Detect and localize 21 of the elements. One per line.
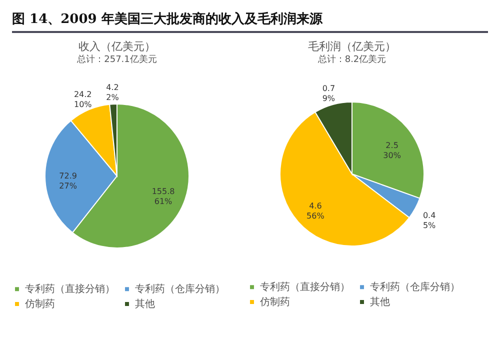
data-label: 155.8 61% bbox=[152, 187, 175, 206]
data-label: 2.5 30% bbox=[383, 140, 402, 160]
caption: 图 14、2009 年美国三大批发商的收入及毛利润来源 bbox=[12, 10, 488, 33]
legend-label: 专利药（仓库分销） bbox=[135, 283, 225, 296]
legend-label: 专利药（直接分销） bbox=[25, 283, 115, 296]
legend-label: 其他 bbox=[370, 296, 390, 308]
chart-title: 毛利润（亿美元） bbox=[308, 40, 396, 53]
data-label: 0.4 5% bbox=[422, 211, 436, 230]
chart-subtitle: 总计：8.2亿美元 bbox=[316, 54, 386, 65]
data-label: 0.7 9% bbox=[322, 84, 336, 104]
data-label: 24.2 10% bbox=[74, 90, 92, 109]
legend-label: 仿制药 bbox=[24, 298, 55, 310]
legend-label: 专利药（仓库分销） bbox=[370, 281, 460, 294]
data-label: 4.2 2% bbox=[106, 83, 120, 102]
legend-label: 仿制药 bbox=[259, 296, 290, 308]
chart-title: 收入（亿美元） bbox=[78, 40, 156, 54]
data-label: 4.6 56% bbox=[306, 202, 325, 221]
data-label: 72.9 27% bbox=[59, 172, 78, 191]
chart-subtitle: 总计：257.1亿美元 bbox=[76, 54, 157, 66]
legend-label: 专利药（直接分销） bbox=[260, 281, 350, 294]
legend-label: 其他 bbox=[135, 298, 155, 310]
